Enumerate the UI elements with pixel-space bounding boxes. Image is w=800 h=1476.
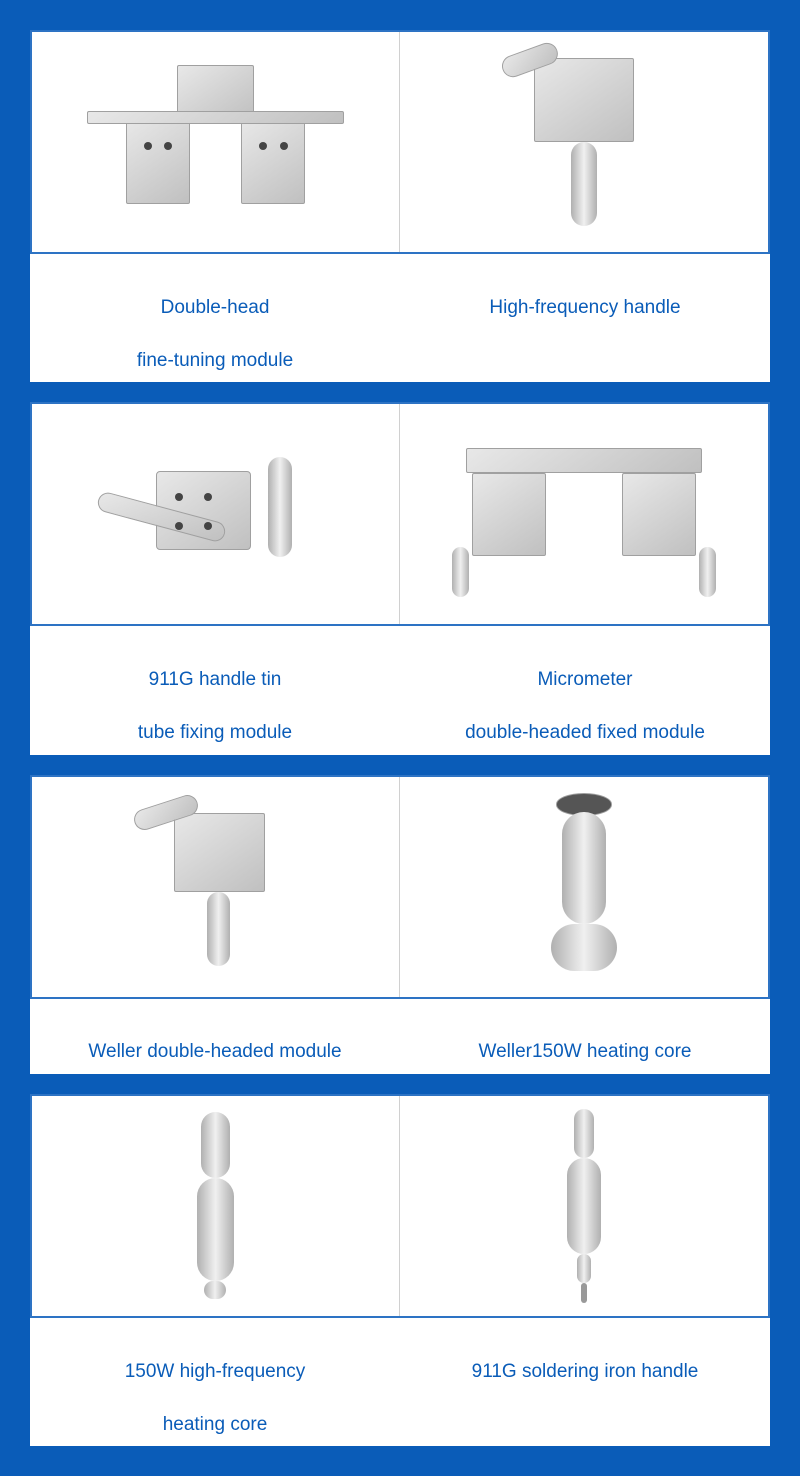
product-illustration [179,1112,252,1299]
product-image-cell [32,777,400,997]
image-pair [30,402,770,626]
product-image-cell [32,404,400,624]
product-illustration [96,443,335,586]
product-label: 150W high-frequency heating core [30,1332,400,1438]
product-row: Double-head fine-tuning module High-freq… [30,30,770,382]
label-line: double-headed fixed module [465,722,705,743]
label-line: fine-tuning module [137,350,293,371]
product-row: 150W high-frequency heating core 911G so… [30,1094,770,1446]
label-line: Double-head [161,297,270,318]
label-pair: 911G handle tin tube fixing module Micro… [30,626,770,754]
image-pair [30,1094,770,1318]
product-illustration [551,1109,617,1303]
product-label: 911G handle tin tube fixing module [30,640,400,746]
product-illustration [501,49,667,236]
product-grid: Double-head fine-tuning module High-freq… [30,30,770,1446]
product-label: Double-head fine-tuning module [30,268,400,374]
product-row: Weller double-headed module Weller150W h… [30,775,770,1074]
product-image-cell [400,404,768,624]
image-pair [30,775,770,999]
label-line: tube fixing module [138,722,292,743]
product-label: Weller double-headed module [30,1013,400,1066]
product-illustration [133,799,298,975]
product-label: High-frequency handle [400,268,770,374]
product-row: 911G handle tin tube fixing module Micro… [30,402,770,754]
label-pair: Weller double-headed module Weller150W h… [30,999,770,1074]
label-pair: 150W high-frequency heating core 911G so… [30,1318,770,1446]
label-line: Weller150W heating core [479,1041,692,1062]
label-pair: Double-head fine-tuning module High-freq… [30,254,770,382]
label-line: 911G soldering iron handle [472,1361,699,1382]
product-image-cell [32,1096,400,1316]
product-illustration [87,65,344,219]
product-label: 911G soldering iron handle [400,1332,770,1438]
product-illustration [529,793,639,980]
label-line: Weller double-headed module [88,1041,341,1062]
label-line: High-frequency handle [489,297,680,318]
product-image-cell [32,32,400,252]
image-pair [30,30,770,254]
product-image-cell [400,777,768,997]
product-image-cell [400,32,768,252]
label-line: Micrometer [537,669,632,690]
label-line: 150W high-frequency [125,1361,306,1382]
label-line: heating core [163,1414,268,1435]
product-image-cell [400,1096,768,1316]
label-line: 911G handle tin [149,669,282,690]
product-illustration [437,432,731,597]
product-label: Weller150W heating core [400,1013,770,1066]
product-label: Micrometer double-headed fixed module [400,640,770,746]
